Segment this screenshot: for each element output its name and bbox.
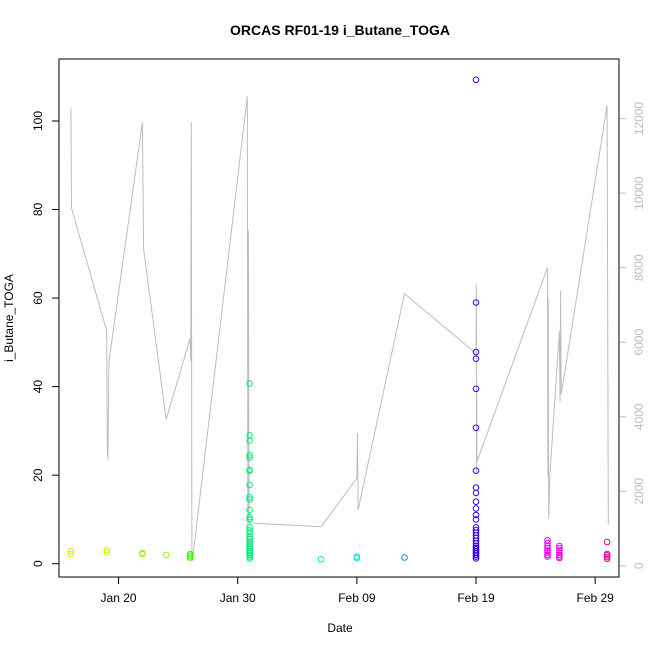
data-point <box>472 516 480 523</box>
data-point <box>544 547 551 554</box>
y-tick-label: 20 <box>31 468 45 482</box>
altitude-layer <box>70 96 609 562</box>
y2-tick-label: 12000 <box>632 102 646 136</box>
y-tick-label: 80 <box>31 203 45 217</box>
data-point <box>246 481 253 489</box>
data-point <box>246 506 253 514</box>
points-layer <box>67 76 611 563</box>
data-point <box>246 533 253 541</box>
data-point <box>603 552 611 559</box>
data-point <box>246 451 253 459</box>
y2-tick-label: 4000 <box>632 403 646 430</box>
data-point <box>186 554 194 561</box>
data-point <box>246 494 253 501</box>
x-tick-label: Jan 30 <box>220 591 256 605</box>
data-point <box>472 76 480 84</box>
data-point <box>472 555 480 562</box>
data-point <box>556 554 563 562</box>
data-point <box>556 544 563 552</box>
data-point <box>246 527 253 534</box>
data-point <box>472 424 480 432</box>
data-point <box>472 540 480 547</box>
plot-frame <box>58 58 620 578</box>
y2-tick-label: 8000 <box>632 254 646 281</box>
data-point <box>246 513 253 521</box>
data-point <box>246 538 253 545</box>
y2-tick-label: 6000 <box>632 329 646 356</box>
data-point <box>472 511 480 519</box>
data-point <box>472 553 480 560</box>
data-point <box>544 553 551 560</box>
x-tick-label: Feb 19 <box>457 591 495 605</box>
data-point <box>103 546 110 554</box>
data-point <box>556 547 563 554</box>
data-point <box>472 348 480 356</box>
chart-title: ORCAS RF01-19 i_Butane_TOGA <box>230 22 450 38</box>
data-point <box>472 355 480 363</box>
data-point <box>472 505 480 512</box>
y-tick-label: 40 <box>31 380 45 394</box>
data-point <box>246 524 253 531</box>
x-tick-label: Feb 29 <box>576 591 614 605</box>
data-point <box>246 437 253 444</box>
data-point <box>353 554 361 562</box>
data-point <box>246 496 253 503</box>
data-point <box>603 555 611 563</box>
axes-layer: Jan 20 Jan 30 Feb 09 Feb 19 Feb 29 0 20 40 60 80 1… <box>31 102 646 605</box>
data-point <box>472 299 480 306</box>
y2-tick-label: 2000 <box>632 478 646 505</box>
data-point <box>544 549 551 556</box>
y-tick-label: 60 <box>31 291 45 305</box>
data-point <box>139 550 146 558</box>
data-point <box>162 551 170 559</box>
data-point <box>472 489 480 497</box>
data-point <box>544 544 551 552</box>
data-point <box>472 385 480 393</box>
y-tick-label: 0 <box>31 560 45 567</box>
data-point <box>246 536 253 543</box>
y2-tick-label: 10000 <box>632 176 646 210</box>
x-axis-label: Date <box>327 621 353 635</box>
data-point <box>246 516 253 523</box>
data-point <box>103 548 110 556</box>
data-point <box>246 454 253 461</box>
data-point <box>472 484 480 491</box>
data-point <box>246 555 253 562</box>
data-point <box>544 542 551 550</box>
data-point <box>246 467 253 475</box>
data-point <box>603 538 611 546</box>
data-point <box>67 548 75 555</box>
data-point <box>472 498 480 506</box>
y-axis-label: i_Butane_TOGA <box>2 274 16 362</box>
data-point <box>317 556 325 563</box>
data-point <box>472 467 480 475</box>
data-point <box>246 553 253 560</box>
x-tick-label: Feb 09 <box>338 591 376 605</box>
y2-tick-label: 0 <box>632 562 646 569</box>
data-point <box>401 554 408 561</box>
data-point <box>186 552 194 560</box>
x-tick-label: Jan 20 <box>101 591 137 605</box>
y-tick-label: 100 <box>31 111 45 131</box>
altitude-line <box>70 96 609 562</box>
data-point <box>67 550 75 558</box>
data-point <box>556 542 563 550</box>
data-point <box>246 380 253 387</box>
